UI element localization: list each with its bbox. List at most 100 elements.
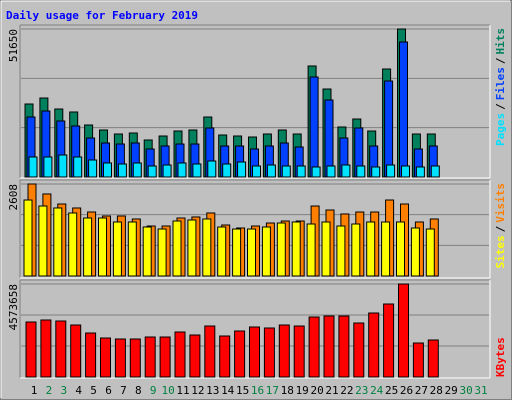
x-tick-label: 12: [191, 384, 204, 397]
bar: [266, 164, 276, 178]
bar: [261, 226, 271, 277]
bar: [410, 227, 420, 277]
x-tick-label: 14: [221, 384, 235, 397]
y-tick-label: 4573658: [7, 284, 20, 330]
x-tick-label: 3: [60, 384, 67, 397]
bar: [172, 220, 182, 277]
bar: [40, 319, 52, 378]
legend-entry: Hits: [494, 28, 507, 55]
x-tick-label: 20: [310, 384, 323, 397]
x-tick-label: 25: [385, 384, 398, 397]
legend-entry: Visits: [494, 183, 507, 223]
bar: [386, 164, 396, 178]
bar: [159, 336, 171, 378]
legend: Pages / Files / Hits: [494, 28, 507, 146]
bar: [252, 165, 261, 178]
bar: [117, 163, 127, 178]
bar: [187, 219, 197, 277]
bar: [399, 41, 408, 178]
bar: [83, 217, 93, 277]
bar: [55, 320, 67, 378]
y-tick-label: 51650: [7, 29, 20, 62]
chart-title: Daily usage for February 2019: [6, 9, 198, 22]
x-tick-label: 4: [75, 384, 82, 397]
bar: [43, 156, 53, 178]
bar: [324, 99, 334, 178]
x-tick-label: 24: [370, 384, 384, 397]
bar: [412, 342, 424, 378]
bar: [25, 321, 37, 378]
bar: [23, 199, 33, 277]
legend-separator: /: [494, 57, 507, 64]
x-tick-label: 31: [474, 384, 487, 397]
bar: [306, 223, 316, 277]
bar: [142, 226, 152, 277]
legend-entry: Pages: [494, 113, 507, 146]
bar: [28, 156, 38, 178]
x-tick-label: 9: [150, 384, 157, 397]
bar: [234, 330, 246, 378]
bar: [336, 225, 346, 277]
bar: [398, 283, 409, 378]
bar: [249, 326, 260, 378]
x-tick-label: 27: [415, 384, 428, 397]
bar: [384, 80, 394, 178]
x-tick-label: 29: [445, 384, 458, 397]
bar: [222, 163, 232, 178]
bar: [276, 222, 286, 277]
bar: [98, 217, 107, 277]
bar: [353, 322, 365, 378]
legend-entry: KBytes: [494, 337, 507, 377]
x-tick-label: 18: [281, 384, 294, 397]
bar: [232, 228, 242, 277]
bar: [38, 205, 48, 277]
bar: [296, 165, 306, 178]
x-tick-label: 8: [135, 384, 142, 397]
x-tick-label: 11: [176, 384, 189, 397]
bar: [351, 223, 361, 277]
x-tick-label: 28: [430, 384, 443, 397]
bar: [293, 325, 305, 378]
bar: [396, 221, 405, 277]
bar: [247, 228, 256, 277]
bar: [321, 221, 331, 277]
bar: [207, 160, 217, 178]
x-tick-label: 19: [296, 384, 309, 397]
x-tick-label: 17: [266, 384, 279, 397]
legend-entry: Sites: [494, 235, 507, 268]
bar: [341, 164, 351, 178]
y-tick-label: 2608: [7, 184, 20, 211]
x-tick-label: 26: [400, 384, 413, 397]
bar: [278, 324, 290, 378]
bar: [311, 166, 321, 178]
legend: KBytes: [494, 337, 507, 377]
bar: [263, 327, 275, 378]
x-tick-label: 10: [161, 384, 174, 397]
bar: [100, 337, 111, 378]
bar: [427, 339, 439, 378]
x-tick-label: 5: [90, 384, 97, 397]
bar: [366, 221, 376, 277]
bar: [177, 162, 187, 178]
bar: [401, 165, 410, 178]
bar: [383, 303, 395, 378]
bar: [85, 332, 97, 378]
bar: [326, 165, 336, 178]
x-tick-label: 16: [251, 384, 264, 397]
bar: [368, 312, 380, 378]
bar: [381, 221, 391, 277]
x-tick-label: 23: [355, 384, 368, 397]
bar: [114, 338, 126, 378]
bar: [323, 315, 335, 378]
x-tick-label: 7: [120, 384, 127, 397]
bar: [157, 228, 167, 277]
bar: [204, 325, 216, 378]
bar: [338, 315, 350, 378]
bar: [147, 165, 157, 178]
bar: [281, 165, 291, 178]
bar: [88, 159, 98, 178]
bar: [73, 156, 83, 178]
x-tick-label: 30: [459, 384, 472, 397]
bar: [192, 163, 202, 178]
bar: [129, 338, 141, 378]
